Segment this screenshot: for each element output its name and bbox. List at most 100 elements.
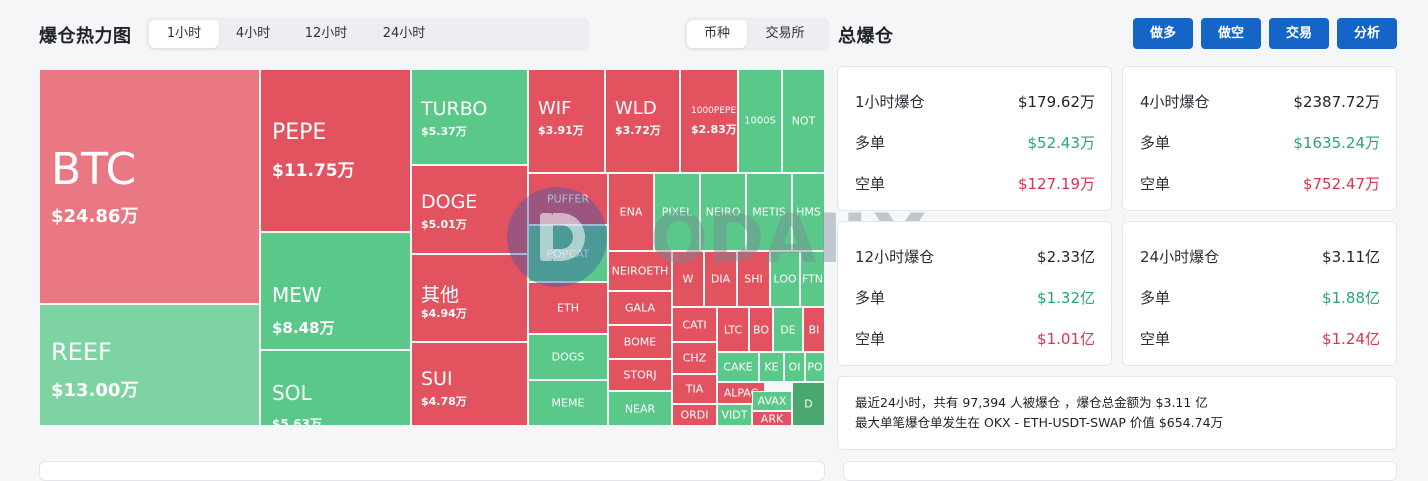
heatmap-cell-name: DIA <box>710 272 731 286</box>
heatmap-cell-name: PO <box>807 360 823 374</box>
heatmap-cell-name: CATI <box>682 318 707 331</box>
stat-total: $179.62万 <box>1017 93 1095 111</box>
heatmap-cell-name: GALA <box>625 301 655 315</box>
heatmap-cell-value: $4.78万 <box>421 395 467 408</box>
short-label: 空单 <box>1140 330 1171 348</box>
heatmap-cell-not[interactable]: NOT <box>782 69 825 173</box>
heatmap-cell-pepe[interactable]: PEPE $11.75万 <box>260 69 411 232</box>
heatmap-cell-name: MEW <box>272 283 322 307</box>
heatmap-cell-value: $5.63万 <box>272 417 322 426</box>
heatmap-cell-hms[interactable]: HMS <box>792 173 825 251</box>
time-range-tabs: 1小时 4小时 12小时 24小时 <box>146 17 590 51</box>
heatmap-cell-ordi[interactable]: ORDI <box>672 404 717 426</box>
heatmap-cell-neiro[interactable]: NEIRO <box>700 173 746 251</box>
heatmap-cell-loo[interactable]: LOO <box>770 251 800 307</box>
heatmap-cell-wif[interactable]: WIF $3.91万 <box>528 69 605 173</box>
heatmap-cell-chz[interactable]: CHZ <box>672 342 717 374</box>
analysis-button[interactable]: 分析 <box>1337 18 1397 49</box>
heatmap-cell-name: NEIRO <box>705 205 741 219</box>
heatmap-cell-name: DE <box>780 323 796 336</box>
heatmap-cell-meme[interactable]: MEME <box>528 380 608 426</box>
heatmap-cell-name: FTN <box>801 272 824 286</box>
heatmap-cell-eth[interactable]: ETH <box>528 282 608 334</box>
heatmap-cell-btc[interactable]: BTC $24.86万 <box>39 69 260 304</box>
liquidation-heatmap: BTC $24.86万 REEF $13.00万 PEPE $11.75万 MEW $8.48… <box>39 69 825 426</box>
heatmap-cell-ark[interactable]: ARK <box>752 411 792 426</box>
heatmap-cell-near[interactable]: NEAR <box>608 391 672 426</box>
heatmap-cell-name: CHZ <box>682 351 707 365</box>
heatmap-cell-sol[interactable]: SOL $5.63万 <box>260 350 411 426</box>
heatmap-cell-popcat[interactable]: POPCAT <box>528 225 608 282</box>
heatmap-cell-puffer[interactable]: PUFFER <box>528 173 608 225</box>
heatmap-cell-name: ALPAC <box>723 386 759 400</box>
heatmap-cell-ke[interactable]: KE <box>759 352 784 382</box>
long-value: $1.88亿 <box>1322 289 1380 307</box>
heatmap-cell-name: ENA <box>619 205 643 219</box>
heatmap-cell-wld[interactable]: WLD $3.72万 <box>605 69 680 173</box>
heatmap-cell-value: $3.91万 <box>538 124 584 137</box>
heatmap-cell-name: BI <box>808 323 820 336</box>
short-value: $1.24亿 <box>1322 330 1380 348</box>
heatmap-cell-avax[interactable]: AVAX <box>752 391 792 411</box>
heatmap-cell-pixel[interactable]: PIXEL <box>654 173 700 251</box>
heatmap-cell-dia[interactable]: DIA <box>704 251 737 307</box>
stat-label: 24小时爆仓 <box>1140 248 1220 266</box>
heatmap-cell-dogs[interactable]: DOGS <box>528 334 608 380</box>
heatmap-cell-ftn[interactable]: FTN <box>800 251 825 307</box>
heatmap-cell-storj[interactable]: STORJ <box>608 359 672 391</box>
tab-24h[interactable]: 24小时 <box>382 26 426 41</box>
heatmap-cell-tia[interactable]: TIA <box>672 374 717 404</box>
stat-label: 4小时爆仓 <box>1140 93 1210 111</box>
heatmap-cell-w[interactable]: W <box>672 251 704 307</box>
heatmap-cell-shi[interactable]: SHI <box>737 251 770 307</box>
heatmap-cell-bome[interactable]: BOME <box>608 325 672 359</box>
heatmap-cell-name: CAKE <box>723 360 753 374</box>
heatmap-cell-turbo[interactable]: TURBO $5.37万 <box>411 69 528 165</box>
stat-label: 12小时爆仓 <box>855 248 935 266</box>
long-value: $52.43万 <box>1027 134 1096 152</box>
heatmap-cell-sui[interactable]: SUI $4.78万 <box>411 342 528 426</box>
stat-card-4h: 4小时爆仓 $2387.72万 多单 $1635.24万 空单 $752.47万 <box>1122 66 1397 211</box>
heatmap-cell-value: $13.00万 <box>51 380 139 401</box>
heatmap-cell-cati[interactable]: CATI <box>672 307 717 342</box>
long-value: $1.32亿 <box>1037 289 1095 307</box>
heatmap-cell-doge[interactable]: DOGE $5.01万 <box>411 165 528 254</box>
short-button[interactable]: 做空 <box>1201 18 1261 49</box>
stat-card-24h: 24小时爆仓 $3.11亿 多单 $1.88亿 空单 $1.24亿 <box>1122 221 1397 366</box>
heatmap-cell-mew[interactable]: MEW $8.48万 <box>260 232 411 350</box>
summary-card: 最近24小时，共有 97,394 人被爆仓 ，爆仓总金额为 $3.11 亿 最大… <box>837 376 1397 450</box>
trade-button[interactable]: 交易 <box>1269 18 1329 49</box>
heatmap-cell-name: PIXEL <box>661 205 693 219</box>
heatmap-cell-metis[interactable]: METIS <box>746 173 792 251</box>
heatmap-cell-ltc[interactable]: LTC <box>717 307 749 352</box>
heatmap-cell-oi[interactable]: OI <box>784 352 805 382</box>
heatmap-cell-vidt[interactable]: VIDT <box>717 404 752 426</box>
heatmap-cell-name: D <box>804 397 813 411</box>
heatmap-cell-1000s[interactable]: 1000S <box>738 69 782 173</box>
heatmap-cell-1000pepe[interactable]: 1000PEPE $2.83万 <box>680 69 738 173</box>
long-label: 多单 <box>1140 134 1171 152</box>
heatmap-cell-name: TIA <box>685 382 704 396</box>
heatmap-cell-bi[interactable]: BI <box>803 307 825 352</box>
heatmap-cell-d[interactable]: D <box>792 382 825 426</box>
tab-coin[interactable]: 币种 <box>687 20 747 48</box>
heatmap-cell-name: DOGE <box>421 191 478 213</box>
tab-1h[interactable]: 1小时 <box>149 20 219 48</box>
heatmap-cell-neiroeth[interactable]: NEIROETH <box>608 251 672 291</box>
heatmap-cell-name: SOL <box>272 381 312 405</box>
heatmap-cell-ena[interactable]: ENA <box>608 173 654 251</box>
tab-exchange[interactable]: 交易所 <box>765 26 805 41</box>
tab-4h[interactable]: 4小时 <box>235 26 271 41</box>
heatmap-cell-其他[interactable]: 其他 $4.94万 <box>411 254 528 342</box>
heatmap-cell-gala[interactable]: GALA <box>608 291 672 325</box>
heatmap-cell-reef[interactable]: REEF $13.00万 <box>39 304 260 426</box>
tab-12h[interactable]: 12小时 <box>304 26 348 41</box>
heatmap-cell-name: SHI <box>744 272 763 286</box>
heatmap-cell-bo[interactable]: BO <box>749 307 773 352</box>
heatmap-cell-name: 1000S <box>744 115 776 127</box>
heatmap-cell-cake[interactable]: CAKE <box>717 352 759 382</box>
long-button[interactable]: 做多 <box>1133 18 1193 49</box>
heatmap-cell-po[interactable]: PO <box>805 352 825 382</box>
heatmap-cell-name: SUI <box>421 368 453 390</box>
heatmap-cell-de[interactable]: DE <box>773 307 803 352</box>
